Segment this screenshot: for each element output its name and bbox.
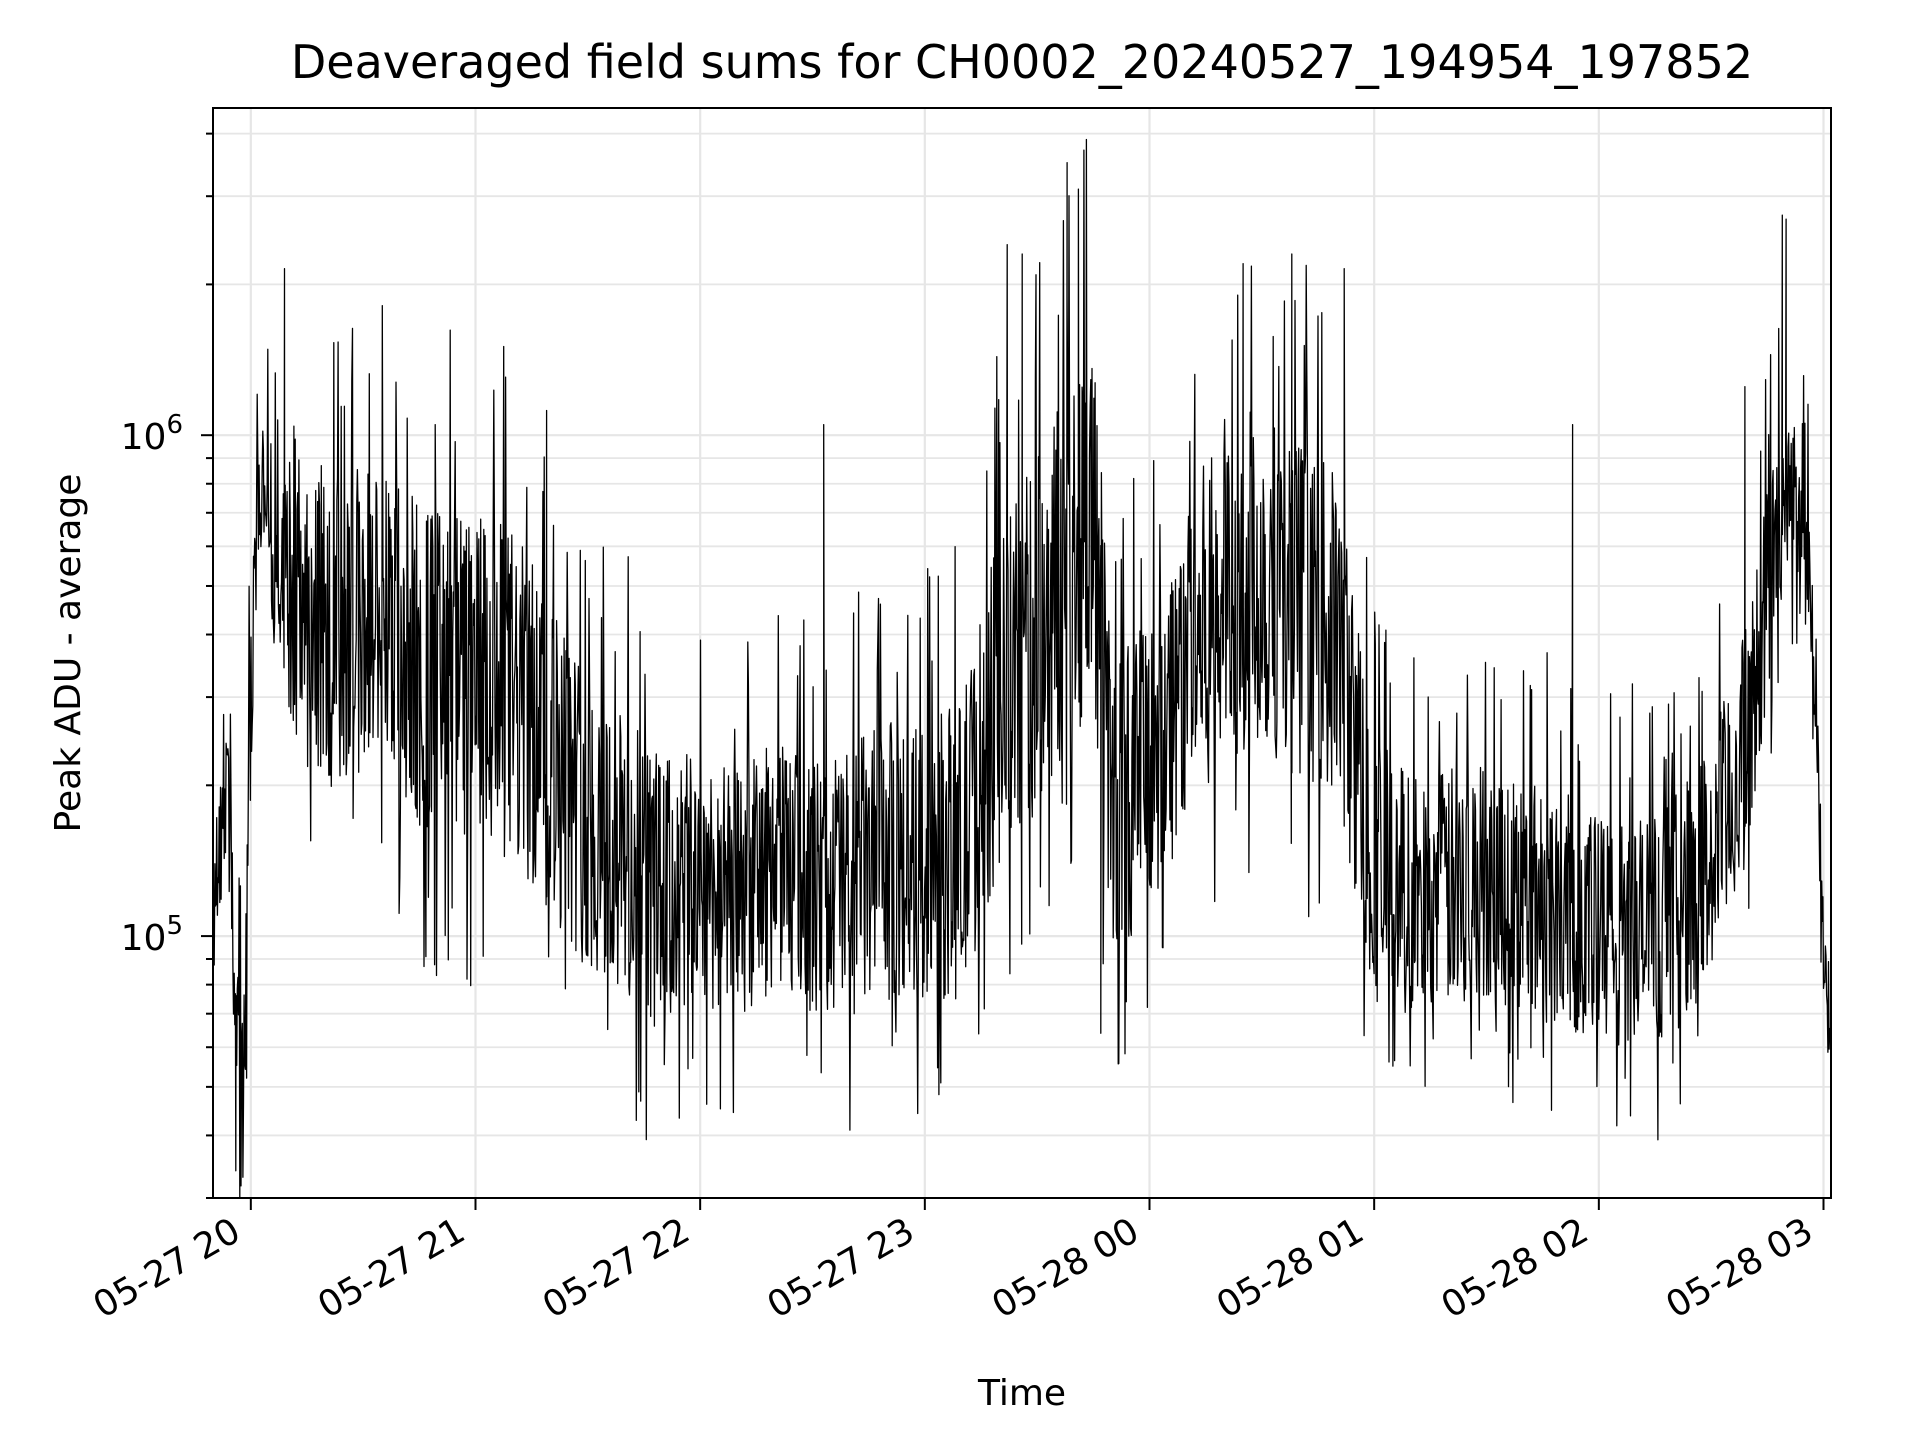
y-tick-label: 105	[121, 911, 183, 959]
chart-title: Deaveraged field sums for CH0002_2024052…	[291, 35, 1753, 89]
y-tick-label: 106	[121, 410, 183, 458]
x-tick-label: 05-28 00	[985, 1210, 1146, 1326]
x-tick-label: 05-27 22	[536, 1210, 697, 1326]
x-tick-label: 05-27 21	[311, 1210, 472, 1326]
x-tick-label: 05-28 02	[1435, 1210, 1596, 1326]
y-axis-label: Peak ADU - average	[48, 474, 89, 833]
series-line-layer	[212, 138, 1832, 1199]
x-tick-label: 05-28 01	[1210, 1210, 1371, 1326]
x-axis-label: Time	[977, 1373, 1066, 1414]
x-tick-label: 05-28 03	[1659, 1210, 1820, 1326]
series-line	[212, 138, 1832, 1199]
x-tick-label: 05-27 20	[87, 1210, 248, 1326]
plot-frame	[212, 107, 1832, 1199]
x-tick-label: 05-27 23	[761, 1210, 922, 1326]
